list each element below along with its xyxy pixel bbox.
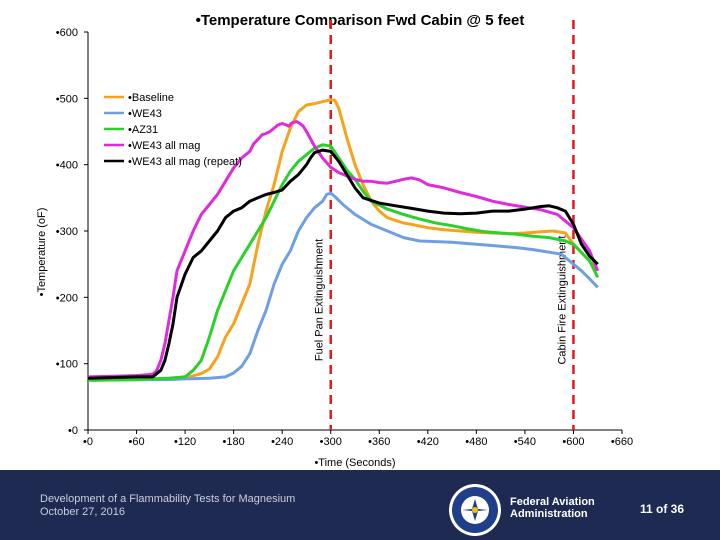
y-tick-label: •500 (56, 93, 78, 105)
x-tick-label: •300 (320, 436, 342, 448)
chart-title: •Temperature Comparison Fwd Cabin @ 5 fe… (195, 12, 525, 29)
footer-bar (0, 470, 720, 540)
faa-seal-icon (449, 484, 501, 536)
x-tick-label: •420 (417, 436, 439, 448)
x-tick-label: •120 (174, 436, 196, 448)
legend: •Baseline •WE43 •AZ31 •WE43 all mag •WE43 al… (104, 92, 242, 168)
annotations: Fuel Pan Extinguishment Cabin Fire Exting… (314, 20, 575, 430)
y-tick-label: •200 (56, 292, 78, 304)
presentation-date: October 27, 2016 (40, 506, 126, 518)
footer-presentation-info: Development of a Flammability Tests for … (40, 493, 295, 519)
chart: •0 •60 •120 •180 •240 •300 •360 •420 •480 •540 •60… (36, 20, 633, 469)
faa-name-line1: Federal Aviation (510, 496, 595, 508)
series-line (87, 120, 600, 379)
page-number: 11 of 36 (640, 502, 685, 516)
x-tick-label: •480 (465, 436, 487, 448)
series-line (87, 191, 599, 382)
y-tick-label: •100 (56, 359, 78, 371)
annotation-label: Fuel Pan Extinguishment (314, 239, 326, 361)
x-tick-label: •360 (368, 436, 390, 448)
annotation-label: Cabin Fire Extinguishment (556, 235, 568, 364)
x-tick-label: •540 (514, 436, 536, 448)
x-tick-label: •660 (611, 436, 633, 448)
y-tick-label: •600 (56, 27, 78, 39)
legend-label: •WE43 (128, 108, 162, 120)
faa-name-line2: Administration (510, 508, 588, 520)
x-tick-label: •240 (271, 436, 293, 448)
x-tick-label: •600 (562, 436, 584, 448)
legend-label: •Baseline (128, 92, 174, 104)
legend-label: •WE43 all mag (repeat) (128, 156, 242, 168)
y-tick-label: •0 (68, 425, 78, 437)
x-tick-label: •0 (83, 436, 93, 448)
y-axis-label: •Temperature (oF) (36, 208, 48, 297)
series-line (87, 148, 599, 380)
x-tick-label: •60 (128, 436, 144, 448)
legend-label: •AZ31 (128, 124, 158, 136)
x-axis-label: •Time (Seconds) (314, 457, 395, 469)
x-tick-label: •180 (223, 436, 245, 448)
presentation-title: Development of a Flammability Tests for … (40, 493, 296, 505)
faa-name: Federal Aviation Administration (510, 496, 595, 520)
series-lines (87, 98, 600, 382)
axes: •0 •60 •120 •180 •240 •300 •360 •420 •480 •540 •60… (56, 27, 633, 448)
series-line (87, 143, 600, 382)
y-tick-label: •300 (56, 226, 78, 238)
y-tick-label: •400 (56, 160, 78, 172)
legend-label: •WE43 all mag (128, 140, 200, 152)
